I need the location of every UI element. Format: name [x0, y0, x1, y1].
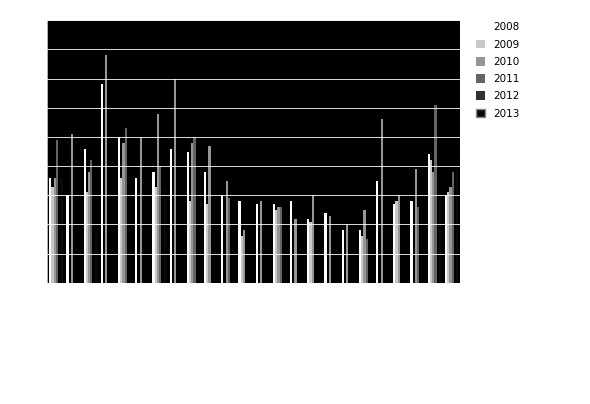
Bar — [394, 204, 395, 283]
Bar — [56, 140, 58, 283]
Bar — [260, 201, 263, 283]
Bar — [280, 207, 282, 283]
Bar — [191, 143, 194, 283]
Bar — [204, 172, 206, 283]
Bar — [140, 137, 142, 283]
Bar — [118, 137, 120, 283]
Bar — [54, 178, 56, 283]
Bar — [450, 187, 451, 283]
Bar — [124, 128, 127, 283]
Bar — [445, 195, 447, 283]
Bar — [456, 169, 458, 283]
Bar — [294, 219, 297, 283]
Bar — [206, 204, 208, 283]
Bar — [363, 210, 366, 283]
Bar — [241, 236, 243, 283]
Bar — [411, 201, 412, 283]
Bar — [273, 204, 275, 283]
Bar — [329, 216, 331, 283]
Bar — [208, 146, 211, 283]
Bar — [122, 143, 124, 283]
Bar — [255, 204, 258, 283]
Bar — [159, 166, 161, 283]
Bar — [398, 195, 400, 283]
Bar — [60, 178, 63, 283]
Bar — [189, 201, 191, 283]
Bar — [243, 230, 245, 283]
Bar — [432, 172, 434, 283]
Bar — [155, 187, 157, 283]
Bar — [225, 181, 228, 283]
Bar — [163, 187, 166, 283]
Bar — [447, 192, 450, 283]
Bar — [157, 114, 159, 283]
Bar — [105, 55, 107, 283]
Bar — [428, 154, 430, 283]
Bar — [324, 213, 327, 283]
Bar — [101, 84, 103, 283]
Bar — [346, 225, 348, 283]
Bar — [71, 134, 73, 283]
Bar — [120, 178, 122, 283]
Bar — [307, 219, 309, 283]
Bar — [169, 149, 172, 283]
Bar — [135, 178, 137, 283]
Bar — [187, 152, 189, 283]
Bar — [228, 198, 230, 283]
Bar — [94, 233, 97, 283]
Bar — [381, 120, 383, 283]
Bar — [361, 236, 363, 283]
Bar — [88, 172, 90, 283]
Bar — [174, 78, 176, 283]
Bar — [434, 105, 437, 283]
Bar — [415, 169, 417, 283]
Bar — [395, 201, 398, 283]
Bar — [290, 201, 292, 283]
Bar — [275, 210, 277, 283]
Bar — [359, 230, 361, 283]
Bar — [417, 207, 419, 283]
Bar — [66, 195, 68, 283]
Bar — [194, 137, 196, 283]
Bar — [152, 172, 155, 283]
Bar — [312, 195, 314, 283]
Bar — [51, 187, 54, 283]
Bar — [439, 195, 441, 283]
Bar — [84, 149, 86, 283]
Bar — [238, 201, 241, 283]
Bar — [366, 239, 368, 283]
Bar — [90, 160, 93, 283]
Bar — [277, 207, 280, 283]
Bar — [49, 178, 51, 283]
Bar — [221, 195, 224, 283]
Bar — [430, 160, 432, 283]
Bar — [376, 181, 378, 283]
Bar — [342, 230, 344, 283]
Bar — [451, 172, 454, 283]
Legend: 2008, 2009, 2010, 2011, 2012, 2013: 2008, 2009, 2010, 2011, 2012, 2013 — [474, 20, 522, 121]
Bar — [86, 192, 88, 283]
Bar — [309, 221, 312, 283]
